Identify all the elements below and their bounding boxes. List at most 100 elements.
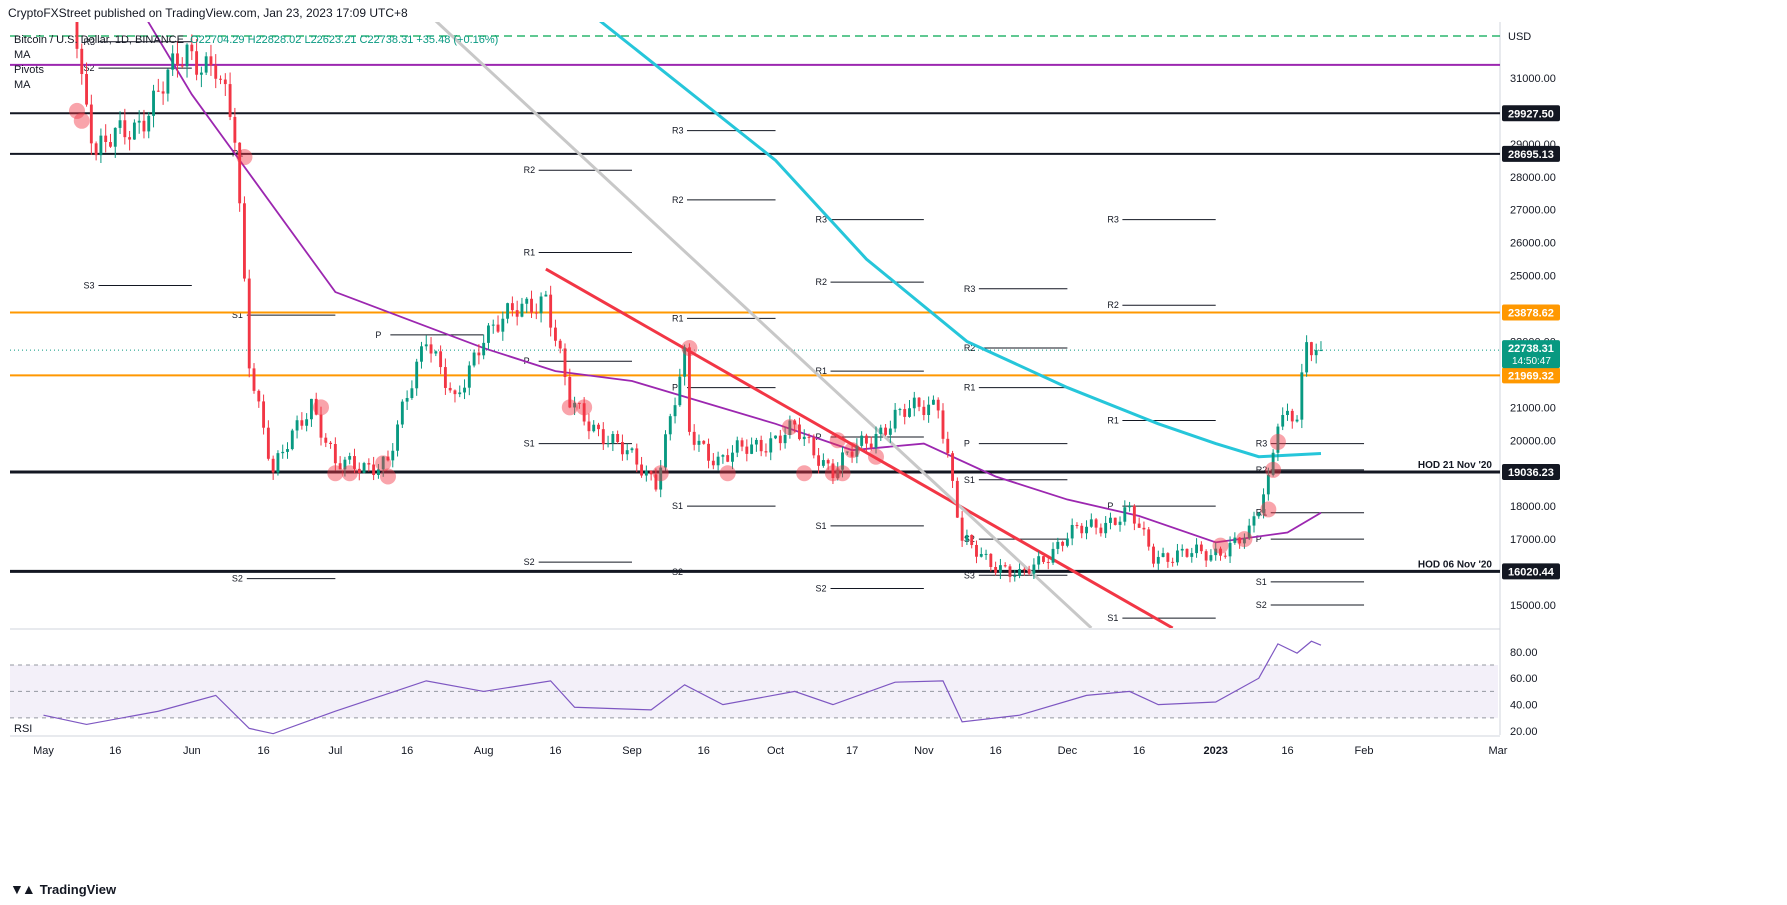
time-axis[interactable]: May 16 Jun 16 Jul 16 Aug 16 Sep 16 Oct 17 Nov 16 Dec 16… xyxy=(33,745,1508,757)
trend-line[interactable] xyxy=(545,267,1174,628)
candle-body xyxy=(1065,538,1069,546)
candle-body xyxy=(257,390,261,402)
price-tick-label: 31000.00 xyxy=(1510,73,1556,85)
rsi-tick-label: 20.00 xyxy=(1510,726,1538,738)
candle-body xyxy=(319,414,323,438)
pivot-label: S2 xyxy=(816,583,827,593)
rsi-line xyxy=(43,640,1322,735)
candle-body xyxy=(616,434,620,443)
candle-body xyxy=(1209,555,1213,561)
price-axis[interactable]: USD15000.0016000.0017000.0018000.0019000… xyxy=(1501,0,1787,775)
indicator-ma-1[interactable]: MA xyxy=(14,49,31,61)
level-price-tag[interactable] xyxy=(1502,563,1560,580)
candle-body xyxy=(1085,526,1088,534)
candle-body xyxy=(1113,517,1117,525)
candle-body xyxy=(984,553,988,555)
pivot-label: R2 xyxy=(524,165,536,175)
candle-body xyxy=(798,424,801,440)
candle-body xyxy=(1061,541,1065,546)
currency-label: USD xyxy=(1508,31,1531,43)
pivot-label: S3 xyxy=(964,570,975,580)
candle-body xyxy=(243,203,246,279)
candle-body xyxy=(80,48,84,75)
candle-body xyxy=(908,408,911,417)
candle-body xyxy=(85,74,88,105)
candle-body xyxy=(1175,550,1179,563)
candle-body xyxy=(1252,516,1256,526)
level-price-tag[interactable] xyxy=(1502,145,1560,162)
candle-body xyxy=(166,69,170,94)
time-tick-label: 17 xyxy=(846,745,858,757)
level-price-tag[interactable] xyxy=(1502,367,1560,384)
candle-body xyxy=(238,142,242,204)
candle-body xyxy=(501,318,505,332)
rsi-title[interactable]: RSI xyxy=(14,723,33,735)
touch-marker xyxy=(829,432,846,449)
trend-lines[interactable] xyxy=(426,12,1174,628)
candle-body xyxy=(592,424,596,432)
candle-body xyxy=(625,450,629,455)
pivot-label: R2 xyxy=(1107,300,1119,310)
candle-body xyxy=(1276,426,1280,453)
candle-body xyxy=(635,448,639,465)
pivot-label: P xyxy=(1256,534,1262,544)
candle-body xyxy=(927,404,931,416)
tradingview-brand[interactable]: ▼▲ TradingView xyxy=(10,881,116,897)
candle-body xyxy=(802,436,806,440)
pivot-label: S1 xyxy=(672,501,683,511)
candle-body xyxy=(793,420,797,425)
candle-body xyxy=(1118,521,1122,525)
candle-body xyxy=(1128,505,1132,508)
touch-marker xyxy=(375,455,392,472)
candle-body xyxy=(931,399,935,405)
level-price-tag[interactable] xyxy=(1502,105,1560,122)
candle-body xyxy=(1204,551,1208,561)
candle-body xyxy=(702,440,706,444)
candle-body xyxy=(506,303,510,319)
indicator-ma-2[interactable]: MA xyxy=(14,79,31,91)
candle-body xyxy=(807,436,811,438)
symbol-title[interactable]: Bitcoin / U.S. Dollar, 1D, BINANCE xyxy=(14,34,184,46)
candle-body xyxy=(410,388,414,399)
candle-body xyxy=(640,464,643,476)
candle-body xyxy=(558,340,562,349)
candle-body xyxy=(525,298,529,304)
pivot-label: P xyxy=(964,439,970,449)
level-price-tag[interactable] xyxy=(1502,464,1560,481)
candle-body xyxy=(577,402,581,404)
candle-body xyxy=(1257,512,1261,517)
pivot-label: R1 xyxy=(524,248,536,258)
candle-body xyxy=(573,402,577,408)
last-price-tag[interactable] xyxy=(1502,340,1560,369)
candle-body xyxy=(1142,527,1146,530)
touch-marker xyxy=(652,465,669,482)
candle-body xyxy=(1223,555,1227,557)
candle-body xyxy=(300,420,304,426)
indicator-pivots[interactable]: Pivots xyxy=(14,64,44,76)
candle-body xyxy=(89,104,93,144)
level-price-tag[interactable] xyxy=(1502,304,1560,321)
rsi-pane[interactable] xyxy=(10,640,1498,735)
candle-body xyxy=(472,352,476,366)
touch-marker xyxy=(796,465,813,482)
candle-body xyxy=(195,51,199,75)
horizontal-levels[interactable]: HOD 21 Nov '20 HOD 06 Nov '20 xyxy=(10,35,1500,573)
candle-body xyxy=(831,463,835,479)
touch-marker xyxy=(1212,537,1229,554)
pivot-label: R2 xyxy=(1256,465,1268,475)
pivot-label: S3 xyxy=(83,280,94,290)
touch-marker xyxy=(561,399,578,416)
pivot-label: R1 xyxy=(964,383,976,393)
candle-body xyxy=(850,451,854,457)
candle-body xyxy=(1018,569,1021,576)
candle-body xyxy=(1281,415,1285,427)
trend-line[interactable] xyxy=(426,12,1093,628)
candle-body xyxy=(233,116,237,143)
touch-marker xyxy=(341,465,358,482)
candle-body xyxy=(113,127,117,147)
candle-body xyxy=(353,456,356,469)
candle-body xyxy=(176,53,179,66)
level-price-tag-label: 16020.44 xyxy=(1508,566,1555,578)
level-price-tag-label: 21969.32 xyxy=(1508,370,1554,382)
